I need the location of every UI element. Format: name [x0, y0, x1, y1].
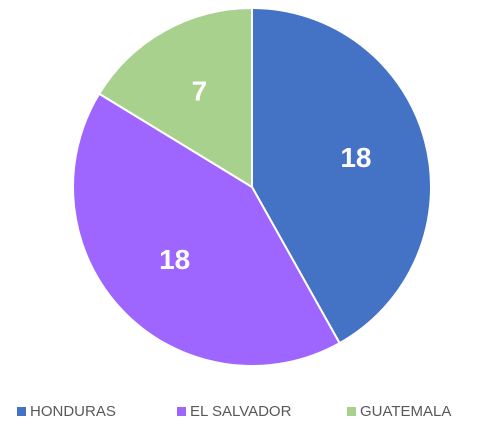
legend-label: EL SALVADOR [190, 403, 292, 420]
legend-label: GUATEMALA [360, 403, 451, 420]
pie-slice [251, 6, 432, 345]
data-label: 7 [192, 76, 208, 107]
data-label: 18 [340, 142, 371, 173]
pie-slice [72, 92, 341, 367]
legend-label: HONDURAS [30, 403, 116, 420]
data-label: 18 [159, 244, 190, 275]
legend-swatch [17, 407, 26, 416]
legend-swatch [177, 407, 186, 416]
legend-swatch [347, 407, 356, 416]
pie-slice [97, 6, 253, 189]
